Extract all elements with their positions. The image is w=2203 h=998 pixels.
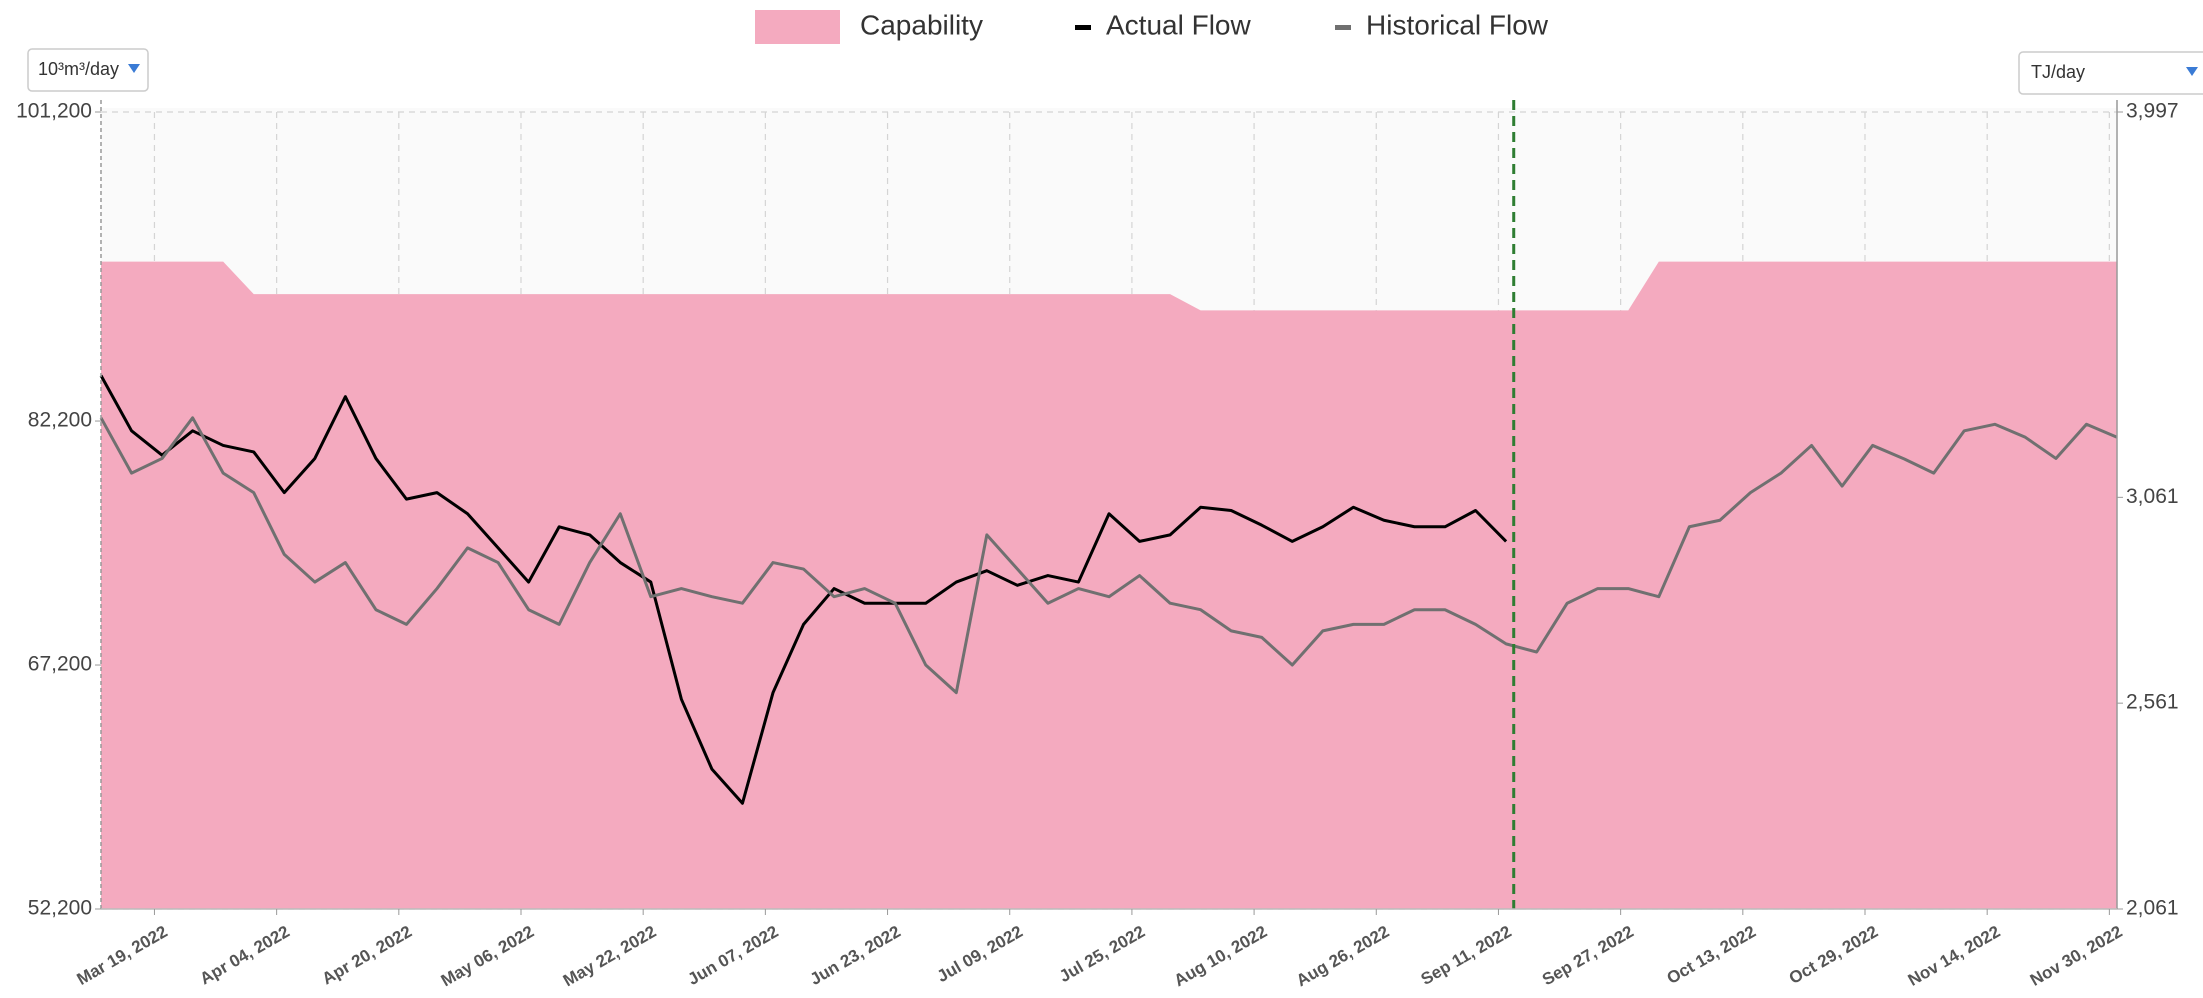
flow-line <box>99 374 1508 805</box>
legend-label: Actual Flow <box>1106 9 1251 40</box>
legend-label: Capability <box>860 9 983 40</box>
y2-tick-label: 3,997 <box>2126 100 2179 123</box>
y-tick-label: 67,200 <box>28 653 92 676</box>
dropdown-label[interactable]: TJ/day <box>2031 62 2085 82</box>
y2-tick-label: 2,561 <box>2126 691 2179 714</box>
legend-swatch <box>755 10 840 44</box>
dropdown-arrow[interactable] <box>128 64 140 73</box>
legend-swatch <box>1335 25 1351 30</box>
capability-area <box>101 261 2117 909</box>
plot <box>99 111 2118 910</box>
dropdown-arrow[interactable] <box>2186 67 2198 76</box>
y-tick-label: 101,200 <box>16 100 92 123</box>
y2-tick-label: 2,061 <box>2126 897 2179 920</box>
dropdown-box[interactable] <box>27 48 149 92</box>
legend-swatch <box>1075 25 1091 30</box>
dropdown-label[interactable]: 10³m³/day <box>38 59 119 79</box>
flow-line <box>99 416 2118 695</box>
dropdown-box[interactable] <box>2018 51 2203 95</box>
y2-tick-label: 3,061 <box>2126 485 2179 508</box>
legend-label: Historical Flow <box>1366 9 1549 40</box>
y-tick-label: 52,200 <box>28 897 92 920</box>
y-tick-label: 82,200 <box>28 409 92 432</box>
left-unit-dropdown[interactable]: 10³m³/day <box>27 48 149 92</box>
right-unit-dropdown[interactable]: TJ/day <box>2018 51 2203 95</box>
